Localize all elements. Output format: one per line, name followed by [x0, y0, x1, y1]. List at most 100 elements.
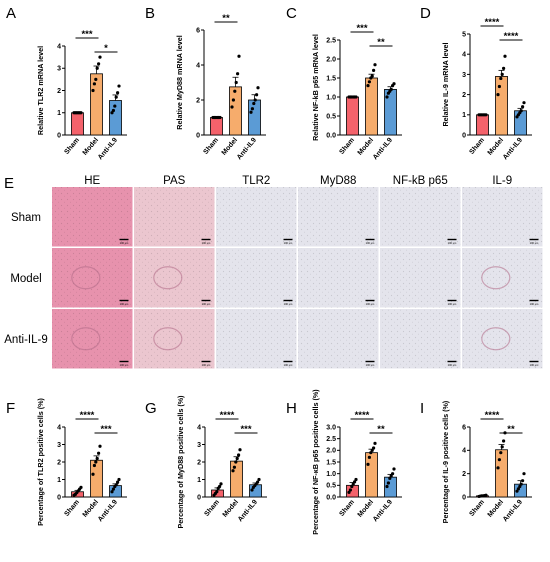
data-point	[94, 77, 98, 81]
y-axis-label: Relative IL-9 mRNA level	[441, 42, 450, 126]
significance-label: ****	[485, 17, 500, 28]
data-point	[257, 477, 261, 482]
micrograph-texture	[462, 248, 543, 308]
scale-bar-label: 100 μm	[202, 302, 211, 306]
data-point	[234, 80, 238, 85]
data-point	[252, 101, 256, 106]
data-point	[496, 466, 500, 470]
data-point	[92, 82, 96, 86]
data-point	[218, 484, 222, 489]
data-point	[500, 445, 504, 449]
data-point	[353, 480, 357, 484]
significance-label: ***	[356, 23, 367, 34]
significance-label: **	[222, 13, 230, 24]
data-point	[388, 476, 392, 480]
data-point	[496, 93, 500, 97]
y-tick-label: 1.0	[326, 94, 336, 101]
data-point	[373, 441, 377, 445]
y-tick-label: 1	[197, 477, 201, 484]
lesion-outline	[153, 327, 183, 351]
data-point	[114, 95, 118, 99]
data-point	[234, 460, 238, 464]
category-label: Sham	[338, 137, 356, 156]
category-label: Model	[357, 499, 375, 519]
data-point	[237, 54, 241, 58]
data-point	[236, 72, 240, 76]
micrograph-texture	[380, 187, 461, 247]
data-point	[351, 482, 355, 486]
category-label: Model	[221, 137, 239, 157]
data-point	[392, 467, 396, 471]
scale-bar-label: 100 μm	[530, 302, 539, 306]
data-point	[237, 453, 241, 457]
data-point	[389, 87, 393, 91]
y-tick-label: 4	[196, 62, 200, 69]
significance-label: ***	[81, 29, 92, 40]
significance-label: ****	[485, 410, 500, 421]
data-point	[367, 80, 371, 84]
panel-letter-i: I	[420, 400, 424, 417]
micrograph-texture	[216, 309, 297, 369]
category-label: Sham	[63, 499, 81, 518]
chart-a: A Relative TLR2 mRNA level 0 1 2 3 4 Sham ModelA…	[6, 5, 127, 161]
data-point	[348, 488, 352, 492]
y-tick-label: 0	[462, 494, 466, 501]
column-header: IL-9	[492, 175, 512, 187]
scale-bar-label: 100 μm	[448, 363, 457, 367]
data-point	[94, 460, 98, 464]
data-point	[79, 111, 83, 115]
panel-letter-c: C	[286, 5, 297, 22]
data-point	[392, 82, 396, 86]
y-tick-label: 0.5	[326, 483, 336, 490]
row-label: Sham	[11, 212, 41, 224]
y-tick-label: 4	[462, 448, 466, 455]
y-tick-label: 2.5	[326, 436, 336, 443]
panel-letter-g: G	[145, 400, 157, 417]
data-point	[97, 451, 101, 455]
micrograph-texture	[52, 187, 133, 247]
panel-letter-h: H	[286, 400, 297, 417]
data-point	[521, 479, 525, 483]
data-point	[370, 74, 374, 78]
data-point	[111, 487, 115, 491]
bar	[476, 114, 489, 136]
y-tick-label: 2	[197, 459, 201, 466]
y-tick-label: 4	[57, 424, 61, 431]
category-label: Model	[82, 137, 100, 157]
y-tick-label: 3	[57, 442, 61, 449]
data-point	[95, 456, 99, 461]
data-point	[117, 84, 121, 88]
data-point	[232, 465, 236, 469]
data-point	[484, 113, 488, 117]
category-label: Sham	[338, 499, 356, 518]
y-tick-label: 0.5	[326, 113, 336, 120]
category-label: Anti-IL9	[237, 499, 259, 524]
category-label: Sham	[468, 499, 486, 518]
data-point	[116, 480, 120, 484]
micrograph-texture	[216, 187, 297, 247]
bar	[210, 117, 223, 136]
category-label: Model	[222, 499, 240, 519]
chart-h: H Percentage of NF-κB p65 positive cells …	[286, 389, 402, 535]
bottom-chart-row: F Percentage of TLR2 positive cells (%) 0 1…	[6, 389, 532, 535]
y-tick-label: 0	[57, 494, 61, 501]
data-point	[516, 487, 521, 491]
data-point	[117, 477, 121, 482]
micrograph-texture	[52, 248, 133, 308]
bar	[90, 459, 103, 498]
scale-bar-label: 100 μm	[366, 302, 375, 306]
data-point	[521, 105, 525, 109]
scale-bar-label: 100 μm	[120, 363, 129, 367]
chart-f: F Percentage of TLR2 positive cells (%) 0 1…	[6, 397, 127, 526]
data-point	[98, 55, 102, 59]
data-point	[515, 489, 519, 493]
y-axis-label: Relative MyD88 mRNA level	[175, 35, 184, 129]
data-point	[518, 484, 522, 489]
category-label: Model	[487, 499, 505, 519]
data-point	[350, 484, 354, 489]
lesion-outline	[481, 266, 511, 290]
significance-label: ***	[100, 424, 111, 435]
data-point	[373, 63, 377, 67]
data-point	[503, 54, 507, 58]
category-label: Sham	[468, 137, 486, 156]
